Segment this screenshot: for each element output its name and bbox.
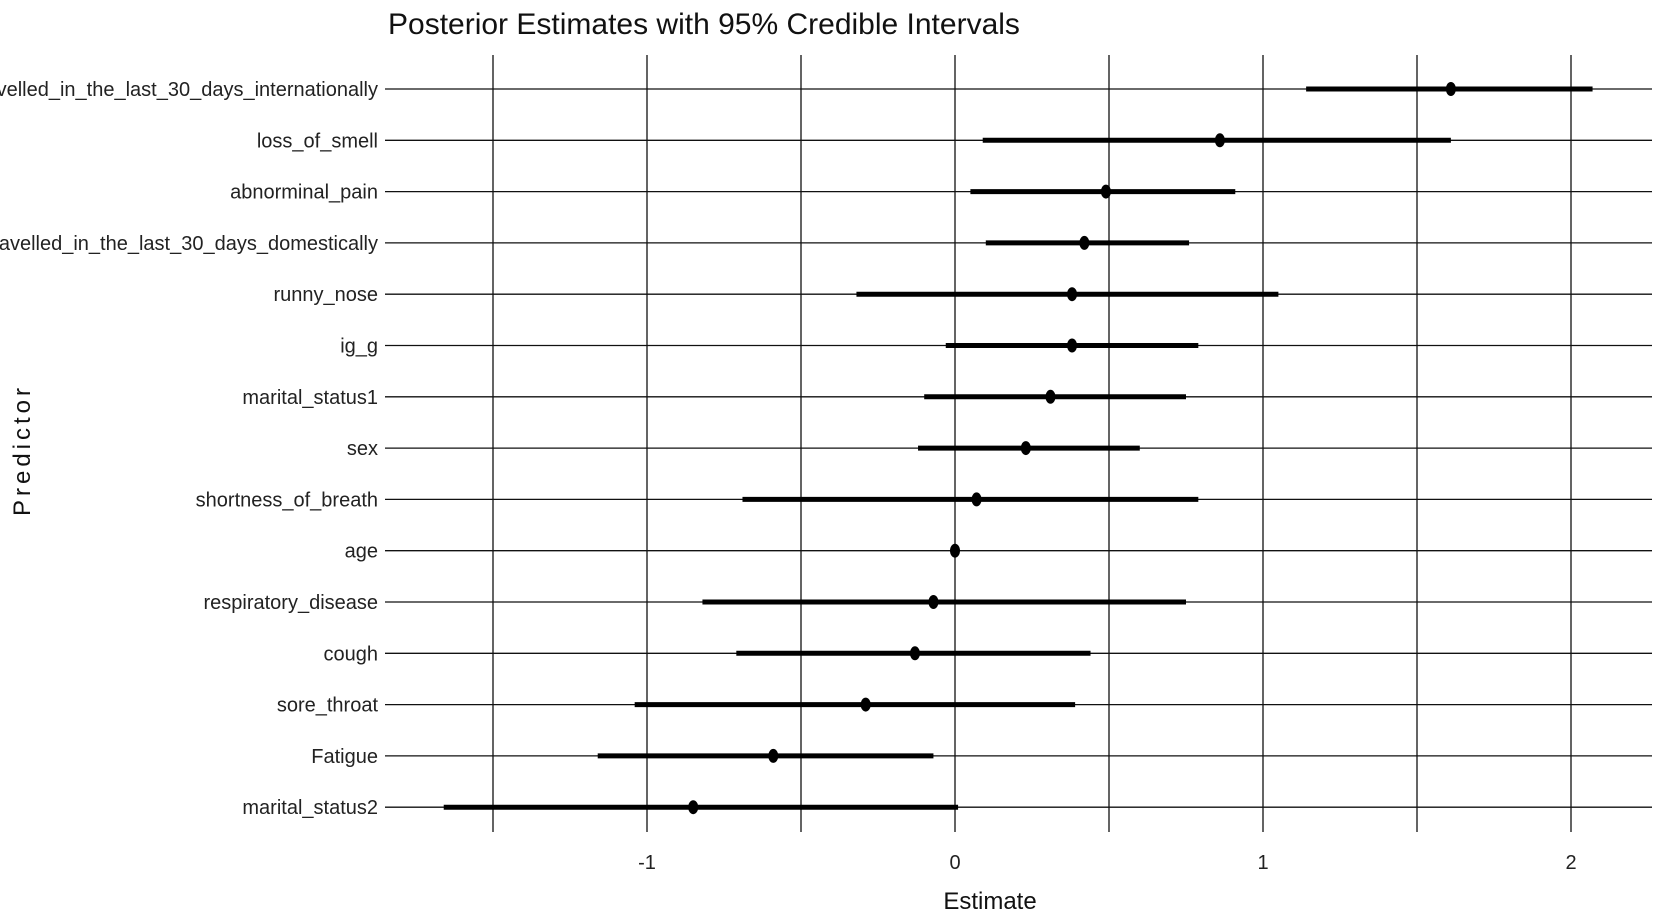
predictor-label: cough <box>324 643 379 665</box>
point-estimate <box>971 492 982 507</box>
y-axis-title: Predictor <box>9 384 36 516</box>
x-tick-label: -1 <box>638 852 656 874</box>
point-estimate <box>1045 389 1056 404</box>
predictor-label: respiratory_disease <box>203 592 378 614</box>
predictor-label: travelled_in_the_last_30_days_domestical… <box>0 233 378 255</box>
point-estimates <box>688 82 1456 815</box>
predictor-label: travelled_in_the_last_30_days_internatio… <box>0 79 378 101</box>
predictor-label: ig_g <box>340 336 378 358</box>
predictor-label: loss_of_smell <box>257 130 378 152</box>
point-estimate <box>909 646 920 661</box>
predictor-label: abnorminal_pain <box>230 182 378 204</box>
point-estimate <box>1214 133 1225 148</box>
predictor-label: shortness_of_breath <box>196 489 378 511</box>
x-tick-label: 0 <box>949 852 960 874</box>
predictor-label: Fatigue <box>311 746 378 768</box>
predictor-label: sore_throat <box>277 695 379 717</box>
point-estimate <box>1020 441 1031 456</box>
predictor-label: age <box>345 541 378 563</box>
point-estimate <box>928 595 939 609</box>
predictor-label: marital_status2 <box>242 797 378 819</box>
chart-title: Posterior Estimates with 95% Credible In… <box>388 8 1020 41</box>
x-axis-title: Estimate <box>943 888 1036 915</box>
x-tick-label: 2 <box>1565 852 1576 874</box>
grid <box>385 55 1652 832</box>
point-estimate <box>1079 235 1090 250</box>
point-estimate <box>860 697 871 712</box>
point-estimate <box>950 543 960 558</box>
predictor-label: runny_nose <box>273 284 378 306</box>
point-estimate <box>1100 184 1111 199</box>
point-estimate <box>1445 82 1456 96</box>
point-estimate <box>768 748 779 763</box>
predictor-label: marital_status1 <box>242 387 378 409</box>
x-tick-label: 1 <box>1257 852 1268 874</box>
x-tick-labels: -1 0 1 2 <box>638 852 1576 874</box>
predictor-label: sex <box>347 438 378 460</box>
point-estimate <box>688 800 699 815</box>
point-estimate <box>1067 338 1078 353</box>
predictor-labels: travelled_in_the_last_30_days_internatio… <box>0 79 378 819</box>
point-estimate <box>1067 287 1078 302</box>
